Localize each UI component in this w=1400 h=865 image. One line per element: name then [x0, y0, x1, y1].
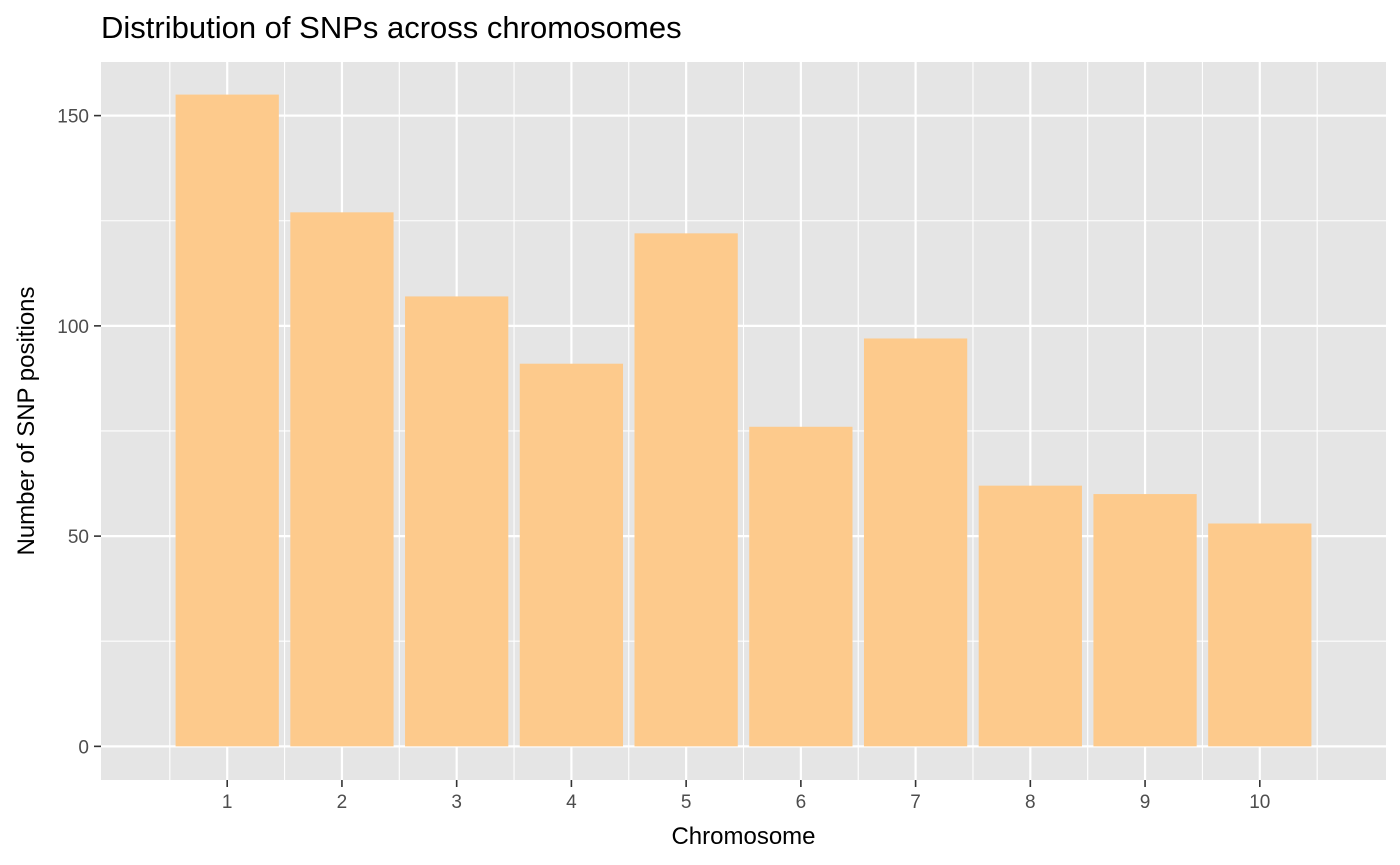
bar-chr-7	[863, 338, 968, 747]
x-axis: 1 2 3 4 5 6 7 8 9 10	[222, 780, 1270, 813]
bar-chr-5	[634, 233, 738, 747]
bar-chr-4	[519, 363, 624, 747]
x-tick-label: 9	[1140, 792, 1151, 813]
bar-chr-8	[978, 485, 1082, 747]
x-axis-title: Chromosome	[671, 823, 815, 850]
x-tick-label: 2	[337, 792, 348, 813]
x-tick-label: 5	[681, 792, 692, 813]
y-tick-label: 0	[78, 737, 89, 758]
bars	[175, 94, 1312, 747]
chart-title: Distribution of SNPs across chromosomes	[101, 10, 682, 45]
y-tick-label: 100	[57, 317, 89, 338]
x-tick-label: 6	[796, 792, 807, 813]
y-axis: 0 50 100 150	[57, 107, 101, 758]
y-tick-label: 150	[57, 107, 89, 128]
bar-chr-6	[749, 426, 853, 747]
x-tick-label: 1	[222, 792, 233, 813]
y-axis-title: Number of SNP positions	[13, 286, 40, 555]
x-tick-label: 7	[910, 792, 921, 813]
bar-chr-2	[290, 212, 394, 747]
bar-chr-9	[1093, 494, 1197, 747]
bar-chr-1	[175, 94, 279, 747]
x-tick-label: 3	[451, 792, 462, 813]
x-tick-label: 4	[566, 792, 577, 813]
x-tick-label: 10	[1249, 792, 1270, 813]
y-tick-label: 50	[68, 527, 89, 548]
bar-chr-10	[1208, 523, 1312, 747]
x-tick-label: 8	[1025, 792, 1036, 813]
bar-chr-3	[405, 296, 509, 747]
minor-gridlines-x	[169, 62, 1318, 780]
